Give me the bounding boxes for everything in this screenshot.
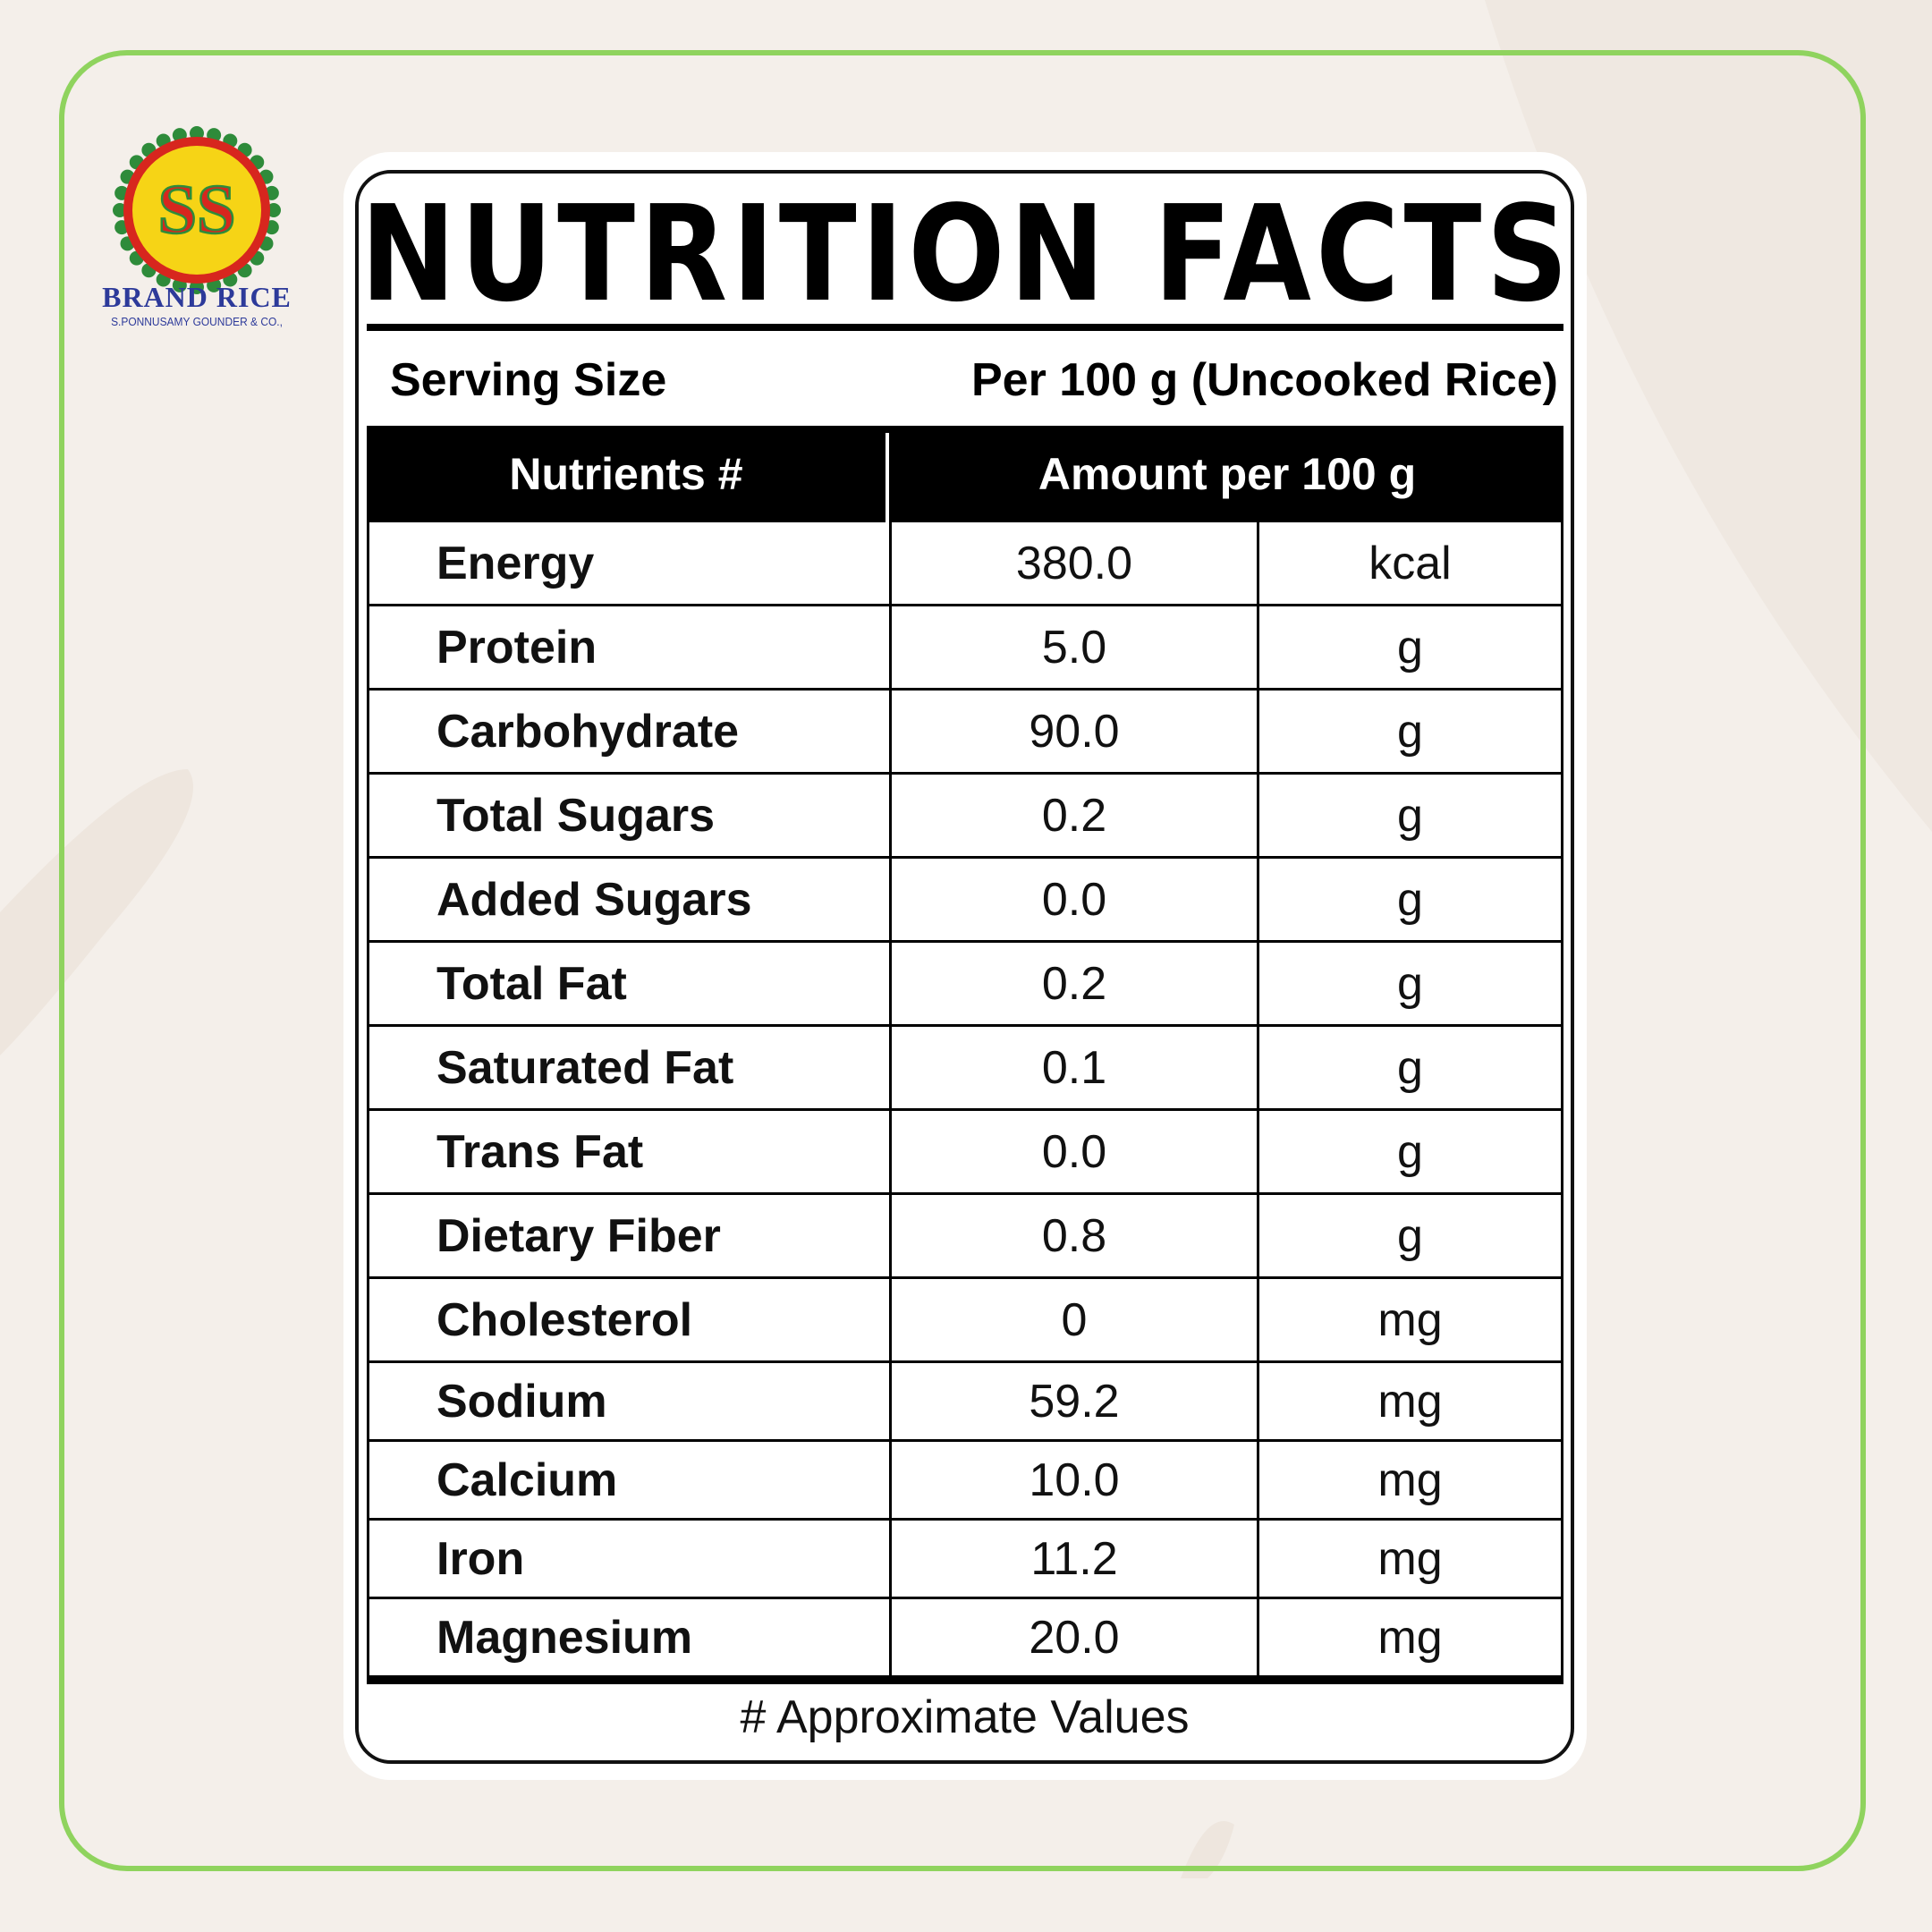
nutrient-unit: mg [1377, 1453, 1443, 1506]
serving-size-label: Serving Size [390, 354, 667, 406]
footnote: # Approximate Values [740, 1691, 1190, 1743]
table-row: Total Fat 0.2 g [369, 943, 1561, 1027]
table-row: Energy 380.0 kcal [369, 522, 1561, 606]
serving-size-value: Per 100 g (Uncooked Rice) [971, 354, 1558, 406]
nutrient-unit: g [1397, 621, 1423, 674]
outer-frame [59, 50, 1866, 1871]
logo-brand-text: BRAND RICE [102, 281, 292, 313]
nutrient-amount: 11.2 [892, 1521, 1259, 1597]
logo-badge-icon: SS [113, 126, 281, 294]
nutrient-name: Cholesterol [369, 1279, 892, 1360]
nutrient-amount: 0.2 [892, 775, 1259, 856]
logo-initials: SS [158, 170, 236, 248]
header-divider [886, 433, 889, 522]
nutrient-name: Protein [369, 606, 892, 688]
table-row: Total Sugars 0.2 g [369, 775, 1561, 859]
nutrient-name: Trans Fat [369, 1111, 892, 1192]
nutrient-name: Iron [369, 1521, 892, 1597]
nutrient-unit: g [1397, 1125, 1423, 1178]
table-body: Energy 380.0 kcal Protein 5.0 g Carbohydrate 90… [367, 522, 1563, 1678]
nutrient-amount: 0.0 [892, 1111, 1259, 1192]
table-row: Added Sugars 0.0 g [369, 859, 1561, 943]
nutrient-amount: 20.0 [892, 1599, 1259, 1675]
nutrient-name: Carbohydrate [369, 691, 892, 772]
nutrient-amount: 59.2 [892, 1363, 1259, 1439]
table-header: Nutrients # Amount per 100 g [367, 426, 1563, 522]
nutrient-amount: 0 [892, 1279, 1259, 1360]
table-row: Carbohydrate 90.0 g [369, 691, 1561, 775]
nutrient-unit: g [1397, 1041, 1423, 1094]
nutrient-amount: 0.0 [892, 859, 1259, 940]
nutrient-unit: g [1397, 705, 1423, 758]
page-title: NUTRITION FACTS [360, 177, 1573, 331]
nutrient-amount: 0.8 [892, 1195, 1259, 1276]
nutrient-name: Total Sugars [369, 775, 892, 856]
nutrient-amount: 5.0 [892, 606, 1259, 688]
table-row: Dietary Fiber 0.8 g [369, 1195, 1561, 1279]
table-row: Iron 11.2 mg [369, 1521, 1561, 1599]
table-row: Cholesterol 0 mg [369, 1279, 1561, 1363]
table-bottom-rule [367, 1678, 1563, 1684]
nutrient-amount: 90.0 [892, 691, 1259, 772]
nutrient-name: Total Fat [369, 943, 892, 1024]
nutrient-name: Magnesium [369, 1599, 892, 1675]
nutrient-amount: 380.0 [892, 522, 1259, 604]
nutrient-amount: 0.2 [892, 943, 1259, 1024]
nutrient-unit: g [1397, 1209, 1423, 1262]
header-amount: Amount per 100 g [1038, 449, 1417, 499]
nutrient-name: Sodium [369, 1363, 892, 1439]
nutrient-name: Saturated Fat [369, 1027, 892, 1108]
nutrient-unit: mg [1377, 1532, 1443, 1585]
nutrient-name: Energy [369, 522, 892, 604]
logo-company-text: S.PONNUSAMY GOUNDER & CO., [111, 315, 283, 328]
nutrition-table: Nutrients # Amount per 100 g Energy 380.0… [367, 426, 1563, 1684]
nutrient-name: Calcium [369, 1442, 892, 1518]
table-row: Protein 5.0 g [369, 606, 1561, 691]
nutrient-unit: mg [1377, 1293, 1443, 1346]
nutrient-name: Dietary Fiber [369, 1195, 892, 1276]
table-row: Magnesium 20.0 mg [369, 1599, 1561, 1678]
title-divider [367, 324, 1563, 331]
nutrient-amount: 0.1 [892, 1027, 1259, 1108]
brand-logo: SS BRAND RICE S.PONNUSAMY GOUNDER & CO., [89, 125, 304, 340]
header-nutrients: Nutrients # [509, 449, 743, 499]
nutrient-name: Added Sugars [369, 859, 892, 940]
nutrient-unit: mg [1377, 1375, 1443, 1428]
table-row: Trans Fat 0.0 g [369, 1111, 1561, 1195]
nutrient-unit: g [1397, 957, 1423, 1010]
nutrient-amount: 10.0 [892, 1442, 1259, 1518]
nutrient-unit: mg [1377, 1611, 1443, 1664]
nutrient-unit: kcal [1368, 537, 1452, 589]
table-row: Calcium 10.0 mg [369, 1442, 1561, 1521]
table-row: Sodium 59.2 mg [369, 1363, 1561, 1442]
nutrient-unit: g [1397, 873, 1423, 926]
nutrient-unit: g [1397, 789, 1423, 842]
table-row: Saturated Fat 0.1 g [369, 1027, 1561, 1111]
